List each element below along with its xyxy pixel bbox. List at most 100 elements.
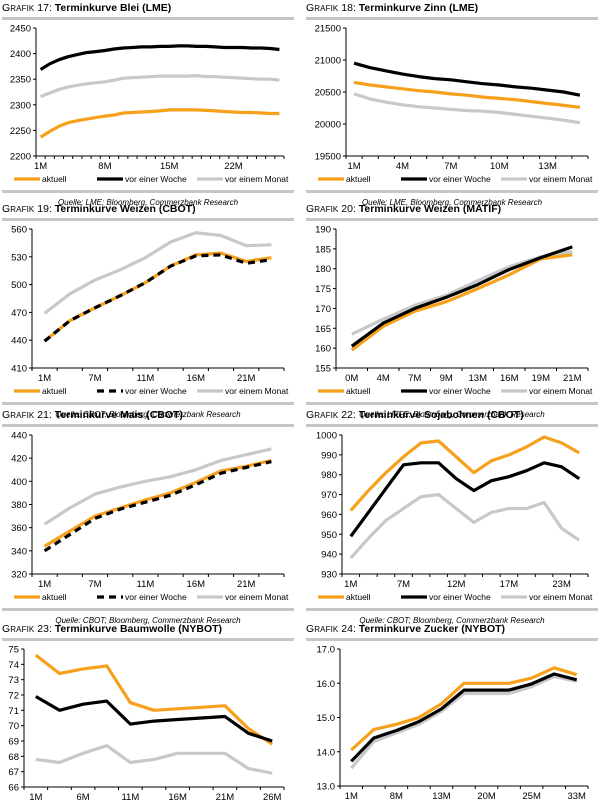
line-chart: 666768697071727374751M6M11M16M21M26Maktu…: [8, 645, 289, 806]
x-tick-label: 8M: [98, 161, 111, 172]
y-tick-label: 160: [315, 344, 331, 355]
chart-prefix: GRAFIK: [2, 409, 35, 421]
chart-panel-22: GRAFIK 22: Terminkurve Sojabohnen (CBOT)…: [306, 408, 598, 626]
chart-source: Quelle: LIFFE; Bloomberg, Commerzbank Re…: [359, 410, 545, 419]
y-tick-label: 500: [11, 280, 27, 291]
chart-title-text: Terminkurve Baumwolle (NYBOT): [54, 623, 223, 635]
series-line-woche: [350, 245, 573, 348]
x-tick-label: 16M: [500, 373, 519, 384]
y-tick-label: 1000: [316, 431, 337, 442]
y-tick-label: 470: [11, 308, 27, 319]
y-tick-label: 930: [321, 570, 337, 581]
y-tick-label: 180: [315, 264, 331, 275]
series-line-aktuell: [350, 253, 573, 352]
line-chart: 13.0 14.0 15.0 16.0 17.0 1M 8M 13M 20M 25M 33M aktu…: [317, 645, 593, 806]
y-tick-label: 340: [11, 546, 27, 557]
chart-title-text: Terminkurve Sojabohnen (CBOT): [358, 409, 524, 421]
title-divider: [2, 424, 294, 427]
x-tick-label: 19M: [532, 373, 551, 384]
y-tick-label: 2350: [10, 75, 31, 86]
chart-panel-23: GRAFIK 23: Terminkurve Baumwolle (NYBOT)…: [2, 622, 294, 806]
x-tick-label: 8M: [390, 791, 403, 802]
x-tick-label: 21M: [237, 579, 256, 590]
y-tick-label: 72: [8, 691, 19, 702]
y-tick-label: 320: [11, 570, 27, 581]
legend-label-monat: vor einem Monat: [225, 592, 289, 602]
x-tick-label: 21M: [563, 373, 582, 384]
chart-title-text: Terminkurve Mais (CBOT): [54, 409, 183, 421]
chart-panel-18: GRAFIK 18: Terminkurve Zinn (LME) 19500 20…: [306, 1, 598, 208]
legend-label-aktuell: aktuell: [346, 592, 371, 602]
chart-prefix: GRAFIK: [2, 203, 35, 215]
y-tick-label: 17.0: [317, 645, 336, 656]
x-tick-label: 7M: [88, 579, 101, 590]
legend-label-woche: vor einer Woche: [429, 386, 491, 396]
y-tick-label: 20500: [315, 88, 341, 99]
y-tick-label: 560: [11, 225, 27, 236]
legend-label-monat: vor einem Monat: [529, 592, 593, 602]
series-line-woche: [349, 461, 581, 538]
y-tick-label: 2200: [10, 152, 31, 163]
y-tick-label: 21000: [315, 56, 341, 67]
y-tick-label: 440: [11, 431, 27, 442]
y-tick-label: 420: [11, 454, 27, 465]
y-tick-label: 68: [8, 752, 19, 763]
y-tick-label: 66: [8, 783, 19, 794]
x-tick-label: 33M: [567, 791, 586, 802]
x-tick-label: 4M: [377, 373, 390, 384]
chart-panel-20: GRAFIK 20: Terminkurve Weizen (MATIF) 155…: [306, 202, 598, 420]
line-chart: 410 440 470 500 530 560 1M 7M 11M 16M 21M aktuell vo…: [11, 225, 289, 397]
chart-prefix: GRAFIK: [306, 2, 339, 14]
x-tick-label: 25M: [522, 791, 541, 802]
y-tick-label: 360: [11, 523, 27, 534]
title-divider: [2, 218, 294, 221]
chart-title: GRAFIK 23: Terminkurve Baumwolle (NYBOT): [2, 622, 294, 636]
legend-label-aktuell: aktuell: [346, 386, 371, 396]
y-tick-label: 2450: [10, 24, 31, 35]
legend-label-woche: vor einer Woche: [125, 386, 187, 396]
x-tick-label: 6M: [76, 792, 89, 803]
y-tick-label: 170: [315, 304, 331, 315]
chart-title: GRAFIK 19: Terminkurve Weizen (CBOT): [2, 202, 294, 216]
chart-number: 23:: [34, 623, 55, 635]
y-tick-label: 14.0: [317, 747, 336, 758]
legend-label-monat: vor einem Monat: [225, 386, 289, 396]
legend-label-aktuell: aktuell: [42, 386, 67, 396]
x-tick-label: 1M: [29, 792, 42, 803]
chart-prefix: GRAFIK: [306, 409, 339, 421]
y-tick-label: 530: [11, 252, 27, 263]
chart-title-text: Terminkurve Blei (LME): [54, 2, 172, 14]
line-chart: 320 340 360 380 400 420 440 1M 7M 11M 16M 21M aktuel…: [11, 431, 289, 603]
y-tick-label: 190: [315, 225, 331, 236]
x-tick-label: 15M: [160, 161, 179, 172]
chart-panel-17: GRAFIK 17: Terminkurve Blei (LME) 2200 225…: [2, 1, 294, 208]
y-tick-label: 2250: [10, 126, 31, 137]
source-divider: [306, 608, 598, 611]
y-tick-label: 67: [8, 767, 19, 778]
line-chart: 19500 20000 20500 21000 21500 1M 4M 7M 10M 13M akt…: [315, 24, 593, 185]
chart-panel-19: GRAFIK 19: Terminkurve Weizen (CBOT) 410 4…: [2, 202, 294, 420]
title-divider: [306, 638, 598, 641]
legend-label-woche: vor einer Woche: [429, 804, 491, 806]
y-tick-label: 380: [11, 500, 27, 511]
series-line-aktuell: [350, 666, 578, 752]
y-tick-label: 185: [315, 244, 331, 255]
line-chart: 2200 2250 2300 2350 2400 2450 1M 8M 15M 22M aktuel…: [10, 24, 289, 185]
x-tick-label: 11M: [137, 579, 155, 590]
legend-label-aktuell: aktuell: [346, 804, 371, 806]
y-tick-label: 75: [8, 645, 19, 656]
title-divider: [306, 218, 598, 221]
chart-prefix: GRAFIK: [306, 623, 339, 635]
series-line-aktuell: [34, 653, 274, 746]
y-tick-label: 980: [321, 470, 337, 481]
x-tick-label: 13M: [432, 791, 451, 802]
source-divider: [2, 190, 294, 193]
y-tick-label: 19500: [315, 152, 341, 163]
chart-prefix: GRAFIK: [2, 2, 35, 14]
series-line-woche: [34, 695, 273, 743]
x-tick-label: 13M: [469, 373, 488, 384]
chart-prefix: GRAFIK: [306, 203, 339, 215]
line-chart: 155 160 165 170 175 180 185 190 0M 4M 7M 9M 13M 16M 19…: [315, 225, 593, 397]
chart-title-text: Terminkurve Zucker (NYBOT): [358, 623, 506, 635]
x-tick-label: 7M: [88, 373, 101, 384]
